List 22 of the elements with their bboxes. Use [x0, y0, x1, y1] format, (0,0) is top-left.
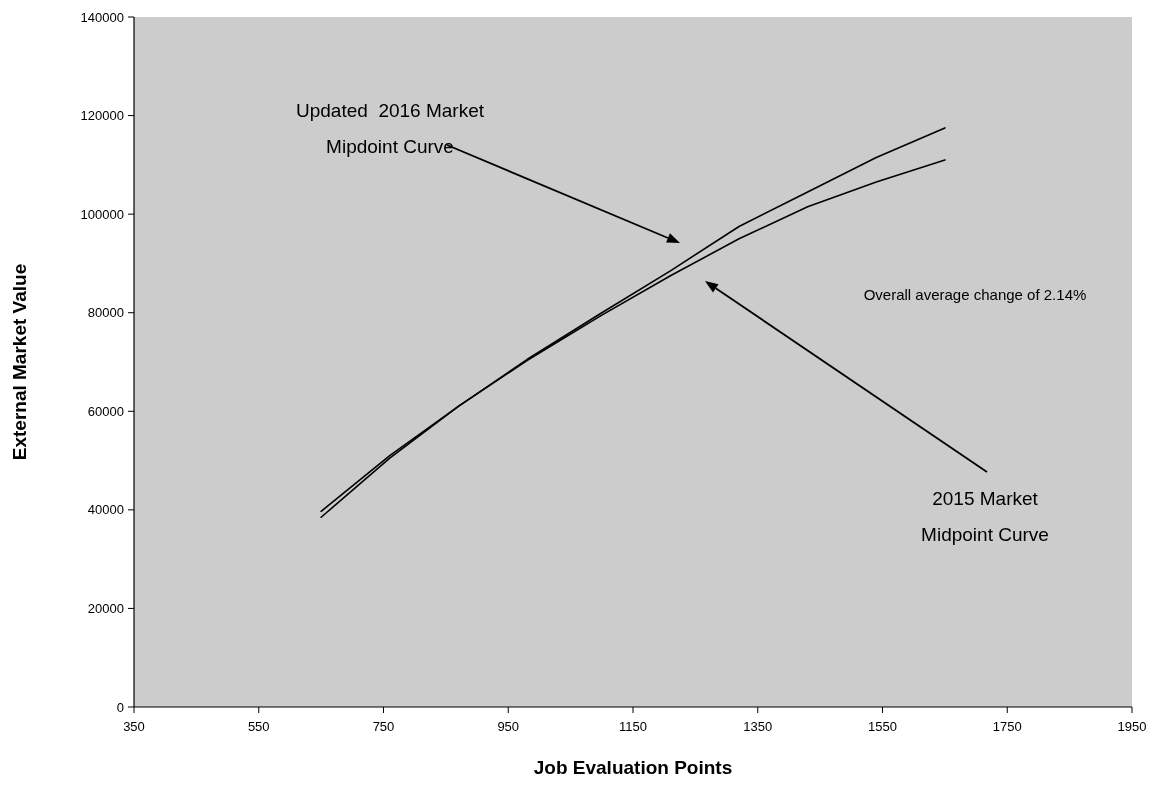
annotation: Overall average change of 2.14% — [863, 286, 1087, 303]
y-tick-label: 40000 — [87, 502, 124, 518]
x-tick-label: 950 — [497, 719, 520, 734]
annotation: 2015 Market Midpoint Curve — [921, 488, 1049, 546]
y-tick-label: 0 — [116, 699, 124, 715]
x-tick-label: 750 — [372, 719, 395, 734]
y-axis-title: External Market Value — [9, 263, 30, 461]
x-tick-label: 1950 — [1117, 719, 1147, 734]
y-tick-label: 80000 — [87, 305, 124, 321]
y-tick-label: 140000 — [80, 9, 124, 25]
x-tick-label: 1150 — [619, 719, 647, 734]
x-tick-label: 1350 — [743, 719, 773, 734]
y-tick-label: 20000 — [87, 600, 124, 616]
y-tick-label: 120000 — [80, 108, 124, 124]
annotation: Updated 2016 Market Mipdoint Curve — [295, 100, 485, 158]
x-axis-title: Job Evaluation Points — [533, 757, 733, 778]
y-tick-label: 60000 — [87, 403, 124, 419]
x-tick-label: 350 — [123, 719, 145, 734]
x-tick-label: 550 — [247, 719, 270, 734]
x-tick-label: 1750 — [992, 719, 1022, 734]
x-tick-label: 1550 — [868, 719, 897, 734]
y-tick-label: 100000 — [80, 206, 124, 222]
